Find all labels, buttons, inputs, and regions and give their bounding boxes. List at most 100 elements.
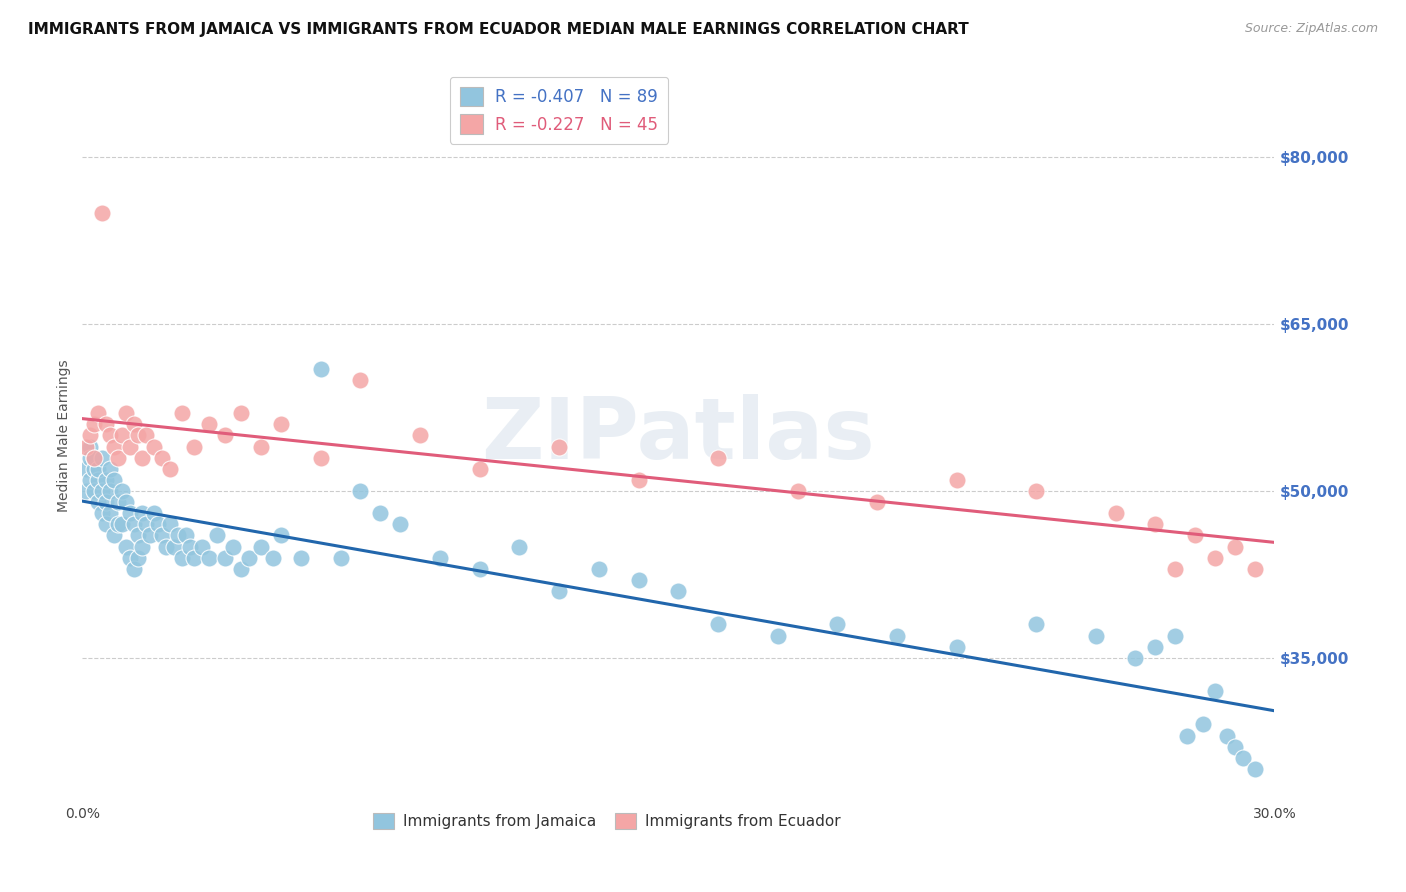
Point [91, 450, 114, 465]
Point [127, 528, 149, 542]
Point [98, 428, 121, 442]
Point [127, 428, 149, 442]
Point [115, 540, 138, 554]
Point [111, 428, 134, 442]
Text: Source: ZipAtlas.com: Source: ZipAtlas.com [1244, 22, 1378, 36]
Point [349, 373, 371, 387]
Point [131, 506, 153, 520]
Point [115, 406, 138, 420]
Point [707, 450, 730, 465]
Point [198, 550, 221, 565]
Point [98, 461, 121, 475]
Point [214, 550, 236, 565]
Point [270, 528, 292, 542]
Point [1144, 640, 1167, 654]
Point [1184, 528, 1206, 542]
Point [1204, 550, 1226, 565]
Point [107, 517, 129, 532]
Point [118, 506, 141, 520]
Point [1125, 650, 1147, 665]
Point [87, 495, 110, 509]
Point [666, 584, 689, 599]
Point [1216, 729, 1239, 743]
Point [309, 450, 332, 465]
Point [94, 495, 117, 509]
Point [91, 483, 114, 498]
Point [163, 540, 186, 554]
Point [231, 406, 253, 420]
Point [468, 562, 491, 576]
Point [103, 528, 125, 542]
Point [1164, 628, 1187, 642]
Point [429, 550, 451, 565]
Point [79, 440, 101, 454]
Point [1204, 684, 1226, 698]
Point [1025, 483, 1047, 498]
Legend: Immigrants from Jamaica, Immigrants from Ecuador: Immigrants from Jamaica, Immigrants from… [367, 806, 848, 835]
Point [508, 540, 530, 554]
Point [87, 461, 110, 475]
Point [75, 440, 97, 454]
Point [75, 461, 97, 475]
Point [75, 483, 97, 498]
Point [103, 440, 125, 454]
Point [155, 540, 177, 554]
Point [183, 440, 205, 454]
Point [150, 450, 173, 465]
Point [79, 473, 101, 487]
Point [135, 428, 157, 442]
Y-axis label: Median Male Earnings: Median Male Earnings [58, 359, 72, 512]
Point [329, 550, 352, 565]
Point [122, 517, 145, 532]
Point [170, 406, 193, 420]
Point [886, 628, 908, 642]
Point [190, 540, 212, 554]
Point [945, 473, 967, 487]
Text: ZIPatlas: ZIPatlas [481, 394, 876, 477]
Point [107, 450, 129, 465]
Point [87, 473, 110, 487]
Point [1175, 729, 1198, 743]
Point [183, 550, 205, 565]
Point [91, 206, 114, 220]
Point [270, 417, 292, 432]
Point [222, 540, 245, 554]
Point [588, 562, 610, 576]
Point [262, 550, 284, 565]
Point [1104, 506, 1126, 520]
Point [83, 450, 105, 465]
Point [83, 450, 105, 465]
Point [91, 506, 114, 520]
Point [627, 573, 650, 587]
Point [107, 495, 129, 509]
Point [1192, 717, 1215, 731]
Point [111, 483, 134, 498]
Point [122, 562, 145, 576]
Point [1164, 562, 1187, 576]
Point [118, 440, 141, 454]
Point [1243, 762, 1265, 776]
Point [139, 528, 162, 542]
Point [98, 506, 121, 520]
Point [866, 495, 889, 509]
Point [122, 417, 145, 432]
Point [131, 540, 153, 554]
Point [127, 550, 149, 565]
Point [945, 640, 967, 654]
Point [1084, 628, 1107, 642]
Point [231, 562, 253, 576]
Point [98, 483, 121, 498]
Point [627, 473, 650, 487]
Point [1144, 517, 1167, 532]
Point [166, 528, 188, 542]
Point [174, 528, 197, 542]
Point [87, 406, 110, 420]
Point [548, 584, 571, 599]
Point [135, 517, 157, 532]
Point [179, 540, 201, 554]
Point [827, 617, 849, 632]
Point [79, 428, 101, 442]
Point [548, 440, 571, 454]
Point [115, 495, 138, 509]
Point [131, 450, 153, 465]
